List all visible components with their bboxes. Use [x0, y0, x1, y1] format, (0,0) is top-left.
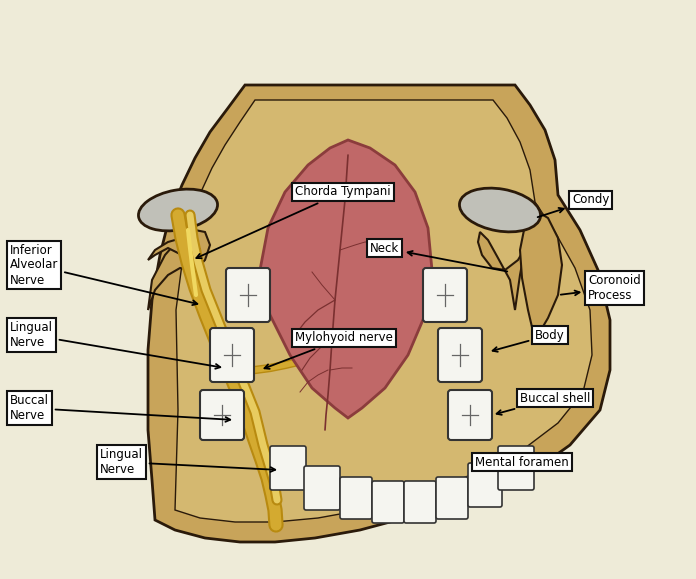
Text: Mental foramen: Mental foramen [475, 456, 569, 468]
FancyBboxPatch shape [372, 481, 404, 523]
Text: Lingual
Nerve: Lingual Nerve [100, 448, 275, 476]
Polygon shape [148, 238, 200, 260]
Text: Chorda Tympani: Chorda Tympani [196, 185, 390, 258]
Text: Coronoid
Process: Coronoid Process [561, 274, 641, 302]
FancyBboxPatch shape [304, 466, 340, 510]
FancyBboxPatch shape [423, 268, 467, 322]
Text: Neck: Neck [370, 241, 507, 272]
FancyBboxPatch shape [200, 390, 244, 440]
Polygon shape [260, 140, 432, 418]
Text: Buccal shell: Buccal shell [497, 391, 590, 415]
Ellipse shape [139, 189, 218, 231]
FancyBboxPatch shape [468, 463, 502, 507]
Text: Body: Body [493, 328, 564, 352]
Polygon shape [520, 210, 562, 340]
FancyBboxPatch shape [448, 390, 492, 440]
FancyBboxPatch shape [226, 268, 270, 322]
Text: Mylohyoid nerve: Mylohyoid nerve [264, 332, 393, 369]
Polygon shape [148, 230, 210, 310]
FancyBboxPatch shape [436, 477, 468, 519]
Text: Lingual
Nerve: Lingual Nerve [10, 321, 220, 369]
FancyBboxPatch shape [340, 477, 372, 519]
FancyBboxPatch shape [270, 446, 306, 490]
FancyBboxPatch shape [210, 328, 254, 382]
FancyBboxPatch shape [404, 481, 436, 523]
Polygon shape [175, 100, 592, 522]
Text: Inferior
Alveolar
Nerve: Inferior Alveolar Nerve [10, 244, 198, 305]
Text: Buccal
Nerve: Buccal Nerve [10, 394, 230, 422]
Ellipse shape [459, 188, 541, 232]
FancyBboxPatch shape [438, 328, 482, 382]
Polygon shape [478, 232, 525, 310]
FancyBboxPatch shape [498, 446, 534, 490]
Text: Condy: Condy [537, 193, 610, 217]
Polygon shape [148, 85, 610, 542]
